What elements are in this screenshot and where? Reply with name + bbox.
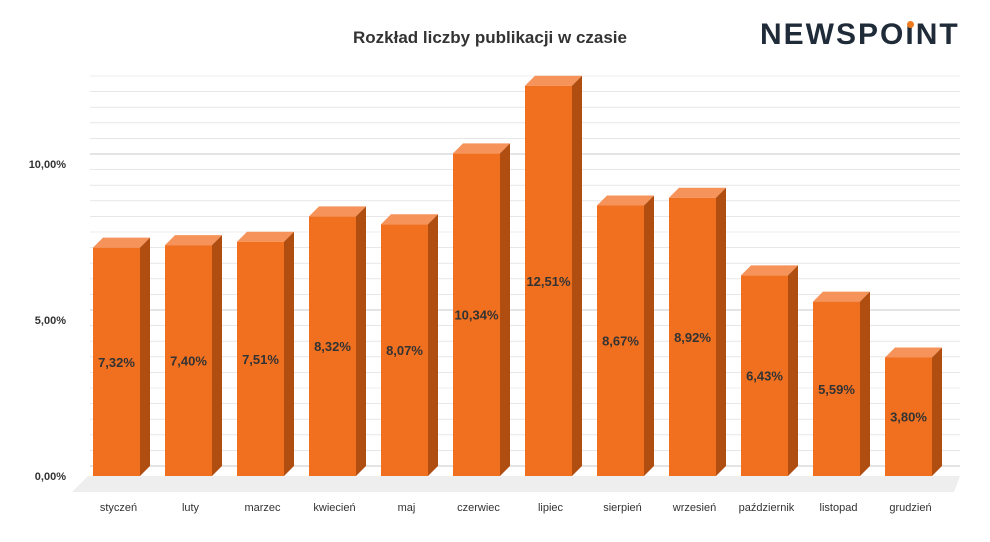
y-tick-label: 0,00%	[35, 471, 66, 483]
x-tick-label: listopad	[820, 502, 858, 514]
bar-top	[597, 195, 654, 206]
bar-front	[813, 301, 860, 476]
bar-side	[644, 195, 654, 476]
data-label: 7,51%	[242, 352, 279, 367]
bar-front	[741, 275, 788, 476]
bar-top	[453, 143, 510, 154]
bar-side	[140, 237, 150, 476]
bar-top	[165, 235, 222, 246]
bar-top	[813, 291, 870, 302]
bar-side	[212, 235, 222, 476]
bar-front	[453, 153, 500, 476]
bar-front	[381, 224, 428, 476]
bar-top	[381, 214, 438, 225]
bar-front	[165, 245, 212, 476]
x-tick-label: sierpień	[603, 502, 642, 514]
bar-side	[284, 231, 294, 476]
bar-side	[428, 214, 438, 476]
newspoint-logo: NEWSPOI NT	[760, 18, 960, 52]
logo-dot-mark	[907, 21, 915, 28]
bar-side	[500, 143, 510, 476]
bar-side	[860, 291, 870, 476]
logo-text-part-1: NEWSPO	[760, 18, 906, 51]
x-tick-label: czerwiec	[457, 502, 500, 514]
data-label: 8,32%	[314, 339, 351, 354]
chart-floor	[72, 476, 960, 492]
bar-front	[885, 357, 932, 476]
bar-front	[309, 216, 356, 476]
data-label: 5,59%	[818, 382, 855, 397]
data-label: 12,51%	[526, 274, 571, 289]
data-label: 8,92%	[674, 330, 711, 345]
data-label: 8,67%	[602, 334, 639, 349]
bar-side	[716, 187, 726, 477]
bar-front	[237, 241, 284, 476]
x-tick-label: maj	[398, 502, 416, 514]
x-tick-label: luty	[182, 502, 200, 514]
data-label: 7,40%	[170, 354, 207, 369]
bar-side	[572, 75, 582, 477]
bar-side	[788, 265, 798, 476]
data-label: 8,07%	[386, 343, 423, 358]
x-tick-label: kwiecień	[313, 502, 355, 514]
data-label: 3,80%	[890, 410, 927, 425]
bar-side	[932, 347, 942, 476]
data-label: 6,43%	[746, 369, 783, 384]
bar-front	[93, 247, 140, 476]
bar-top	[237, 231, 294, 242]
bar-front	[597, 205, 644, 476]
bar-top	[741, 265, 798, 276]
x-tick-label: marzec	[244, 502, 281, 514]
bar-side	[356, 206, 366, 476]
bar-top	[309, 206, 366, 217]
data-label: 10,34%	[454, 308, 499, 323]
x-tick-label: lipiec	[538, 502, 564, 514]
y-tick-label: 10,00%	[29, 159, 67, 171]
x-tick-label: wrzesień	[672, 502, 716, 514]
bar-top	[885, 347, 942, 358]
bar-front	[525, 85, 572, 477]
x-tick-label: grudzień	[889, 502, 931, 514]
y-tick-label: 5,00%	[35, 315, 66, 327]
logo-text-part-2: NT	[915, 18, 960, 51]
logo-accent-i: I	[905, 18, 916, 51]
bar-front	[669, 197, 716, 477]
chart-title: Rozkład liczby publikacji w czasie	[353, 28, 627, 47]
x-tick-label: styczeń	[100, 502, 137, 514]
bar-top	[525, 75, 582, 86]
bar-top	[93, 237, 150, 248]
bar-top	[669, 187, 726, 198]
data-label: 7,32%	[98, 355, 135, 370]
x-tick-label: październik	[739, 502, 795, 514]
